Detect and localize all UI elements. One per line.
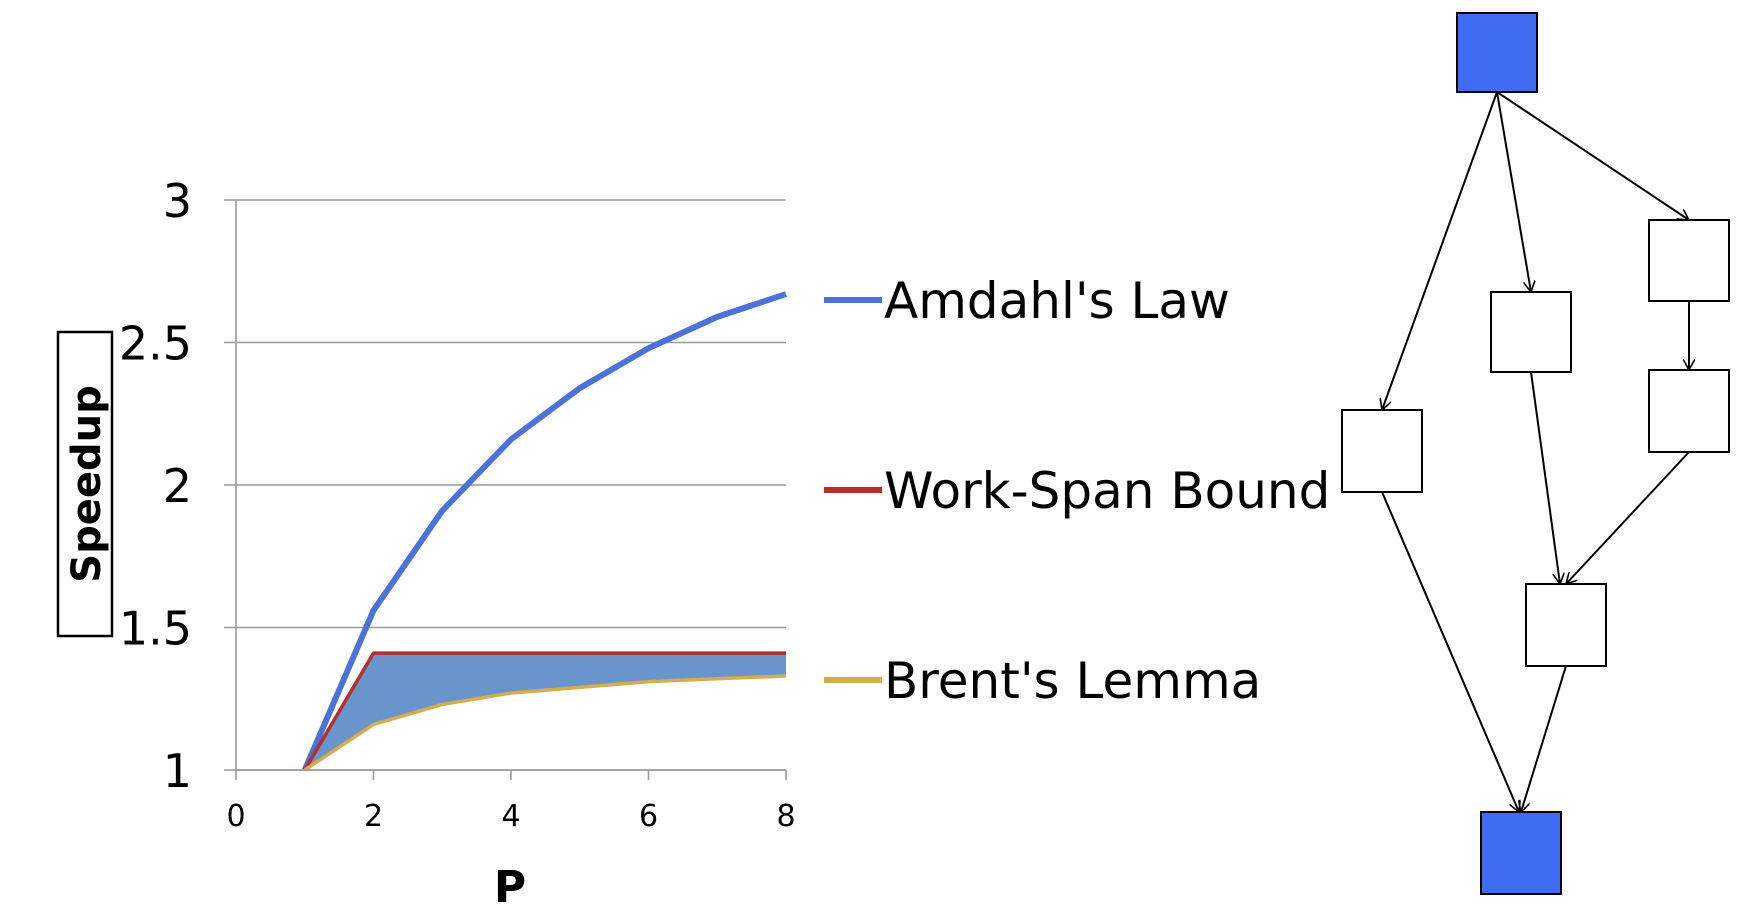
y-axis-label-box: Speedup (56, 330, 114, 638)
series-layer (301, 291, 787, 772)
y-tick-label: 3 (163, 174, 192, 228)
edge-top-to-right (1496, 91, 1689, 220)
series-line-brent-s-lemma (303, 674, 787, 772)
edge-left-to-bottom (1381, 491, 1519, 812)
dag-node-left (1341, 409, 1423, 493)
legend-label-brent-s-lemma: Brent's Lemma (884, 652, 1261, 710)
dag-node-join (1525, 583, 1607, 667)
legend-label-amdahl-s-law: Amdahl's Law (884, 272, 1230, 330)
x-tick-label: 2 (364, 799, 383, 834)
series-line-amdahl-s-law (301, 291, 787, 772)
legend: Amdahl's Law Work-Span Bound Brent's Lemma (824, 272, 1330, 710)
dag-node-middle (1490, 291, 1572, 373)
edge-join-to-bottom (1521, 665, 1567, 812)
x-tick-label: 8 (776, 799, 795, 834)
legend-label-work-span-bound: Work-Span Bound (884, 462, 1330, 520)
dag-node-right-top (1648, 219, 1730, 302)
dag-edges (1381, 91, 1690, 812)
shaded-region-layer (304, 653, 786, 770)
y-tick-label: 1 (163, 744, 192, 798)
y-axis-label: Speedup (64, 385, 110, 582)
x-tick-label: 0 (226, 799, 245, 834)
y-tick-label: 2 (163, 459, 192, 513)
y-tick-label: 2.5 (119, 317, 192, 371)
x-tick-label: 4 (501, 799, 520, 834)
shaded-region (304, 653, 786, 770)
y-tick-label: 1.5 (119, 602, 192, 656)
dag-node-end (1480, 811, 1562, 895)
x-axis-label: P (494, 862, 526, 913)
x-tick-label: 6 (639, 799, 658, 834)
axes-layer: 1 1.5 2 2.5 3 0 2 4 6 8 (119, 174, 796, 834)
edge-right-bottom-to-join (1566, 451, 1690, 584)
edge-top-to-left (1382, 91, 1498, 410)
series-line-work-span-bound (303, 651, 786, 771)
edge-top-to-middle (1496, 91, 1531, 292)
dag-node-right-bottom (1648, 369, 1730, 453)
dag-nodes (1341, 12, 1730, 895)
dag-node-start (1456, 12, 1538, 93)
edge-middle-to-join (1530, 371, 1560, 584)
dag-diagram (1341, 12, 1730, 895)
